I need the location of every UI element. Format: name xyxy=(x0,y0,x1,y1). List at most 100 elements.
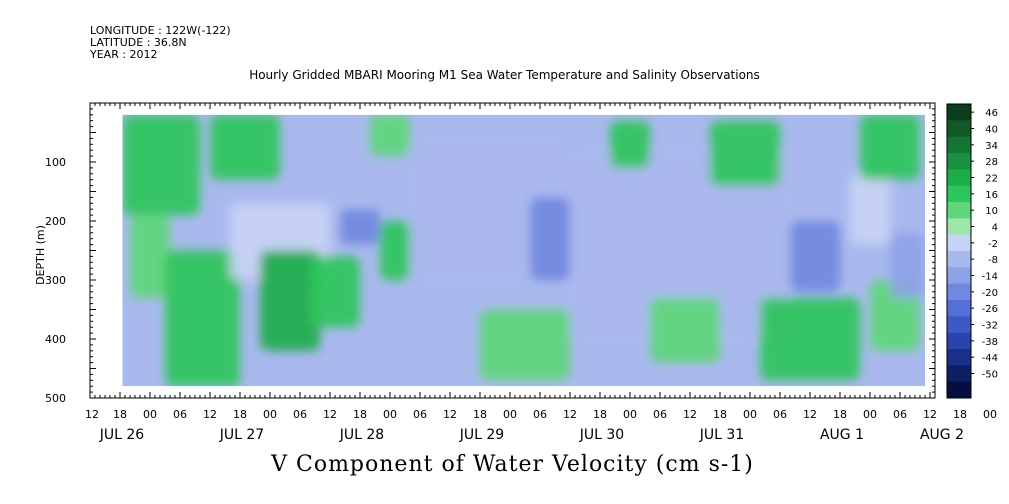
colorbar-label: 46 xyxy=(985,108,998,119)
x-tick-label: 06 xyxy=(293,408,307,421)
day-label: JUL 28 xyxy=(339,427,384,443)
x-tick-label: 00 xyxy=(143,408,157,421)
colorbar-swatch xyxy=(947,267,971,285)
x-tick-label: 12 xyxy=(203,408,217,421)
colorbar-label: -50 xyxy=(982,370,998,381)
heatmap-plot xyxy=(90,103,935,398)
colorbar-label: 4 xyxy=(992,223,998,234)
heatmap-region-3 xyxy=(210,114,280,180)
day-label: JUL 30 xyxy=(579,427,624,443)
x-tick-label: 18 xyxy=(953,408,967,421)
heatmap-region-18 xyxy=(790,221,840,292)
chart-title: Hourly Gridded MBARI Mooring M1 Sea Wate… xyxy=(249,68,760,82)
colorbar-label: -8 xyxy=(988,255,998,266)
x-tick-label: 06 xyxy=(533,408,547,421)
y-tick-label: 500 xyxy=(45,392,66,405)
x-tick-label: 12 xyxy=(323,408,337,421)
colorbar-label: -44 xyxy=(982,353,998,364)
x-tick-label: 18 xyxy=(473,408,487,421)
x-tick-label: 18 xyxy=(713,408,727,421)
heatmap-region-5 xyxy=(260,250,320,351)
colorbar-frame xyxy=(946,103,972,399)
colorbar-label: 40 xyxy=(985,125,998,136)
heatmap-regions xyxy=(122,114,925,387)
heatmap-region-19 xyxy=(850,173,890,245)
y-tick-label: 400 xyxy=(45,333,66,346)
colorbar-label: -32 xyxy=(982,321,998,332)
year-label: YEAR : 2012 xyxy=(90,48,158,61)
colorbar-swatch xyxy=(947,365,971,383)
x-tick-label: 06 xyxy=(413,408,427,421)
day-label: JUL 31 xyxy=(699,427,744,443)
colorbar-label: 28 xyxy=(985,157,998,168)
latitude-label: LATITUDE : 36.8N xyxy=(90,36,187,49)
x-tick-label: 00 xyxy=(503,408,517,421)
x-tick-label: 18 xyxy=(113,408,127,421)
heatmap-region-2 xyxy=(165,250,240,387)
x-tick-label: 12 xyxy=(85,408,99,421)
heatmap-region-1 xyxy=(130,215,170,298)
colorbar-label: -2 xyxy=(988,239,998,250)
heatmap-region-11 xyxy=(480,309,570,381)
x-tick-label: 06 xyxy=(893,408,907,421)
colorbar-label: 10 xyxy=(985,206,998,217)
colorbar-swatch xyxy=(947,234,971,252)
x-tick-label: 18 xyxy=(353,408,367,421)
heatmap-region-20 xyxy=(860,114,920,180)
colorbar-swatch xyxy=(947,136,971,154)
day-label: AUG 1 xyxy=(820,427,864,443)
heatmap-region-22 xyxy=(890,232,925,298)
x-tick-label: 18 xyxy=(833,408,847,421)
colorbar-label: -26 xyxy=(982,304,998,315)
day-label: JUL 27 xyxy=(219,427,264,443)
y-tick-label: 100 xyxy=(45,156,66,169)
x-tick-label: 00 xyxy=(263,408,277,421)
colorbar: 46 40 34 28 22 16 10 4 -2 -8 -14 -20 -26 -32 -38 -44 -50 xyxy=(946,103,998,399)
heatmap-region-9 xyxy=(380,221,410,280)
nodata-bottom xyxy=(90,386,935,398)
colorbar-swatch xyxy=(947,120,971,138)
x-tick-label: 12 xyxy=(923,408,937,421)
heatmap-region-0 xyxy=(122,114,200,216)
colorbar-label: 22 xyxy=(985,174,998,185)
x-tick-label: 06 xyxy=(173,408,187,421)
longitude-label: LONGITUDE : 122W(-122) xyxy=(90,24,231,37)
x-tick-label: 12 xyxy=(563,408,577,421)
day-label: JUL 29 xyxy=(459,427,504,443)
x-tick-label: 18 xyxy=(233,408,247,421)
x-tick-label: 18 xyxy=(593,408,607,421)
colorbar-swatch xyxy=(947,169,971,187)
x-tick-label: 12 xyxy=(683,408,697,421)
x-tick-label: 00 xyxy=(383,408,397,421)
colorbar-swatch xyxy=(947,300,971,317)
colorbar-swatch xyxy=(947,381,971,399)
x-tick-label: 00 xyxy=(743,408,757,421)
colorbar-swatch xyxy=(947,218,971,236)
x-tick-label: 12 xyxy=(803,408,817,421)
heatmap-region-12 xyxy=(530,197,570,280)
y-axis-label: DEPTH (m) xyxy=(34,225,47,285)
x-tick-label: 00 xyxy=(863,408,877,421)
x-tick-label: 00 xyxy=(623,408,637,421)
colorbar-label: -14 xyxy=(982,272,998,283)
colorbar-label: -38 xyxy=(982,337,998,348)
x-axis-title: V Component of Water Velocity (cm s-1) xyxy=(271,452,754,477)
colorbar-swatch xyxy=(947,185,971,203)
colorbar-swatch xyxy=(947,332,971,350)
heatmap-region-13 xyxy=(570,150,790,339)
heatmap-region-17 xyxy=(760,297,860,381)
colorbar-swatch xyxy=(947,104,971,121)
heatmap-region-8 xyxy=(370,114,410,157)
y-tick-label: 300 xyxy=(45,274,66,287)
x-tick-label: 12 xyxy=(443,408,457,421)
heatmap-region-16 xyxy=(710,120,780,186)
x-tick-label: 00 xyxy=(983,408,997,421)
colorbar-label: 34 xyxy=(985,141,998,152)
colorbar-swatch xyxy=(947,316,971,334)
colorbar-swatch xyxy=(947,283,971,301)
heatmap-region-6 xyxy=(310,256,360,328)
heatmap-region-14 xyxy=(610,120,650,168)
day-label: AUG 2 xyxy=(920,427,964,443)
